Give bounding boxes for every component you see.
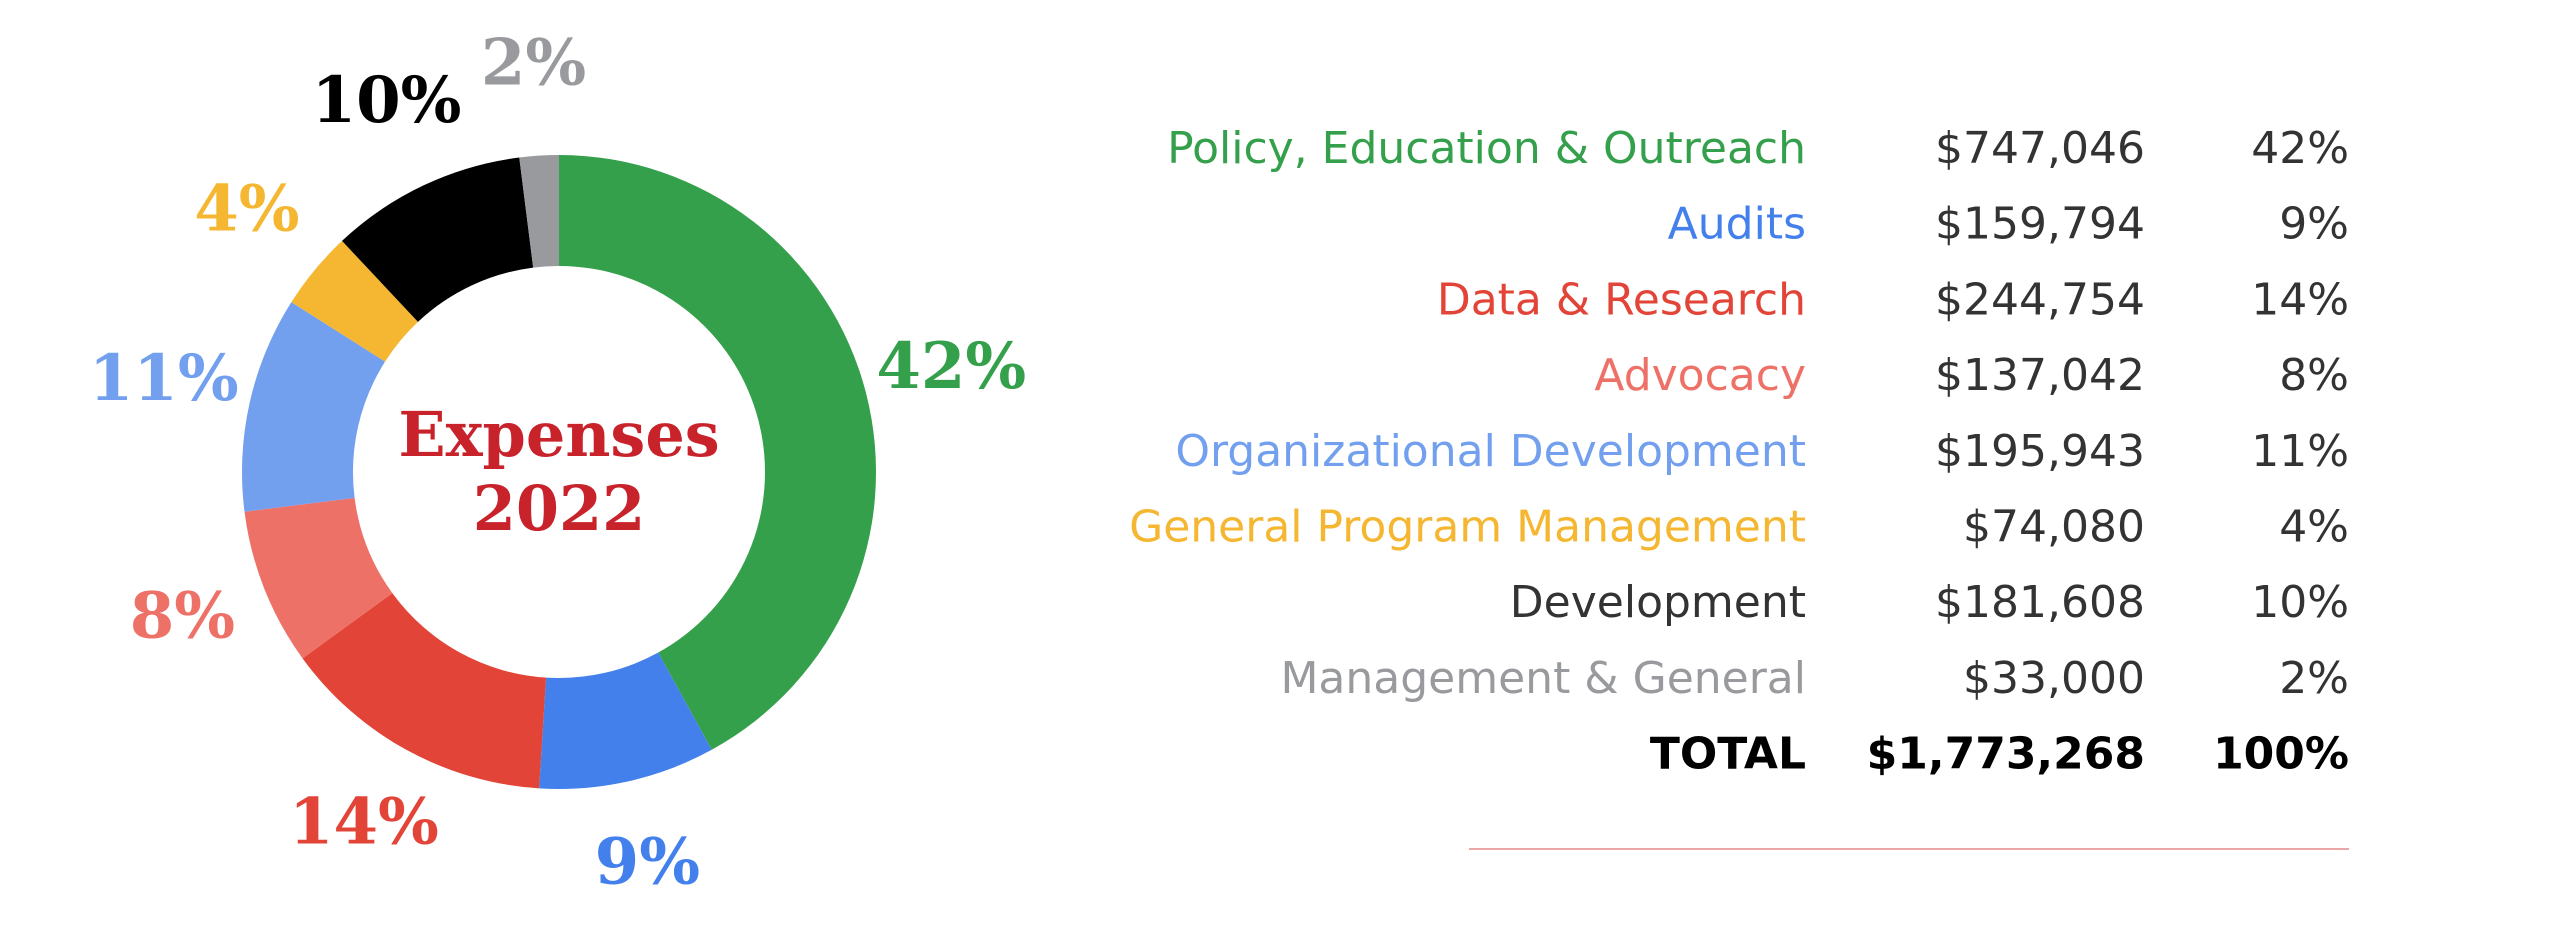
table-amount: $195,943 (1935, 426, 2145, 477)
table-percent: 9% (2279, 199, 2349, 250)
table-category: Organizational Development (1175, 426, 1806, 477)
total-name: TOTAL (1650, 729, 1806, 780)
table-category: Development (1510, 577, 1806, 628)
slice-label: 42% (876, 329, 1026, 404)
slice-label: 4% (194, 171, 299, 246)
donut-slice (242, 302, 386, 512)
table-category: Advocacy (1594, 350, 1806, 401)
table-percent: 4% (2279, 502, 2349, 553)
donut-slice (519, 155, 559, 268)
table-amount: $137,042 (1935, 350, 2145, 401)
donut-slice (559, 155, 877, 750)
table-percent: 11% (2251, 426, 2349, 477)
slice-label: 10% (312, 63, 462, 138)
chart-title: Expenses (398, 398, 719, 471)
table-percent: 2% (2279, 653, 2349, 704)
table-percent: 8% (2279, 350, 2349, 401)
table-category: Management & General (1280, 653, 1806, 704)
table-percent: 14% (2251, 274, 2349, 325)
table-amount: $181,608 (1935, 577, 2145, 628)
table-amount: $159,794 (1935, 199, 2145, 250)
chart-subtitle: 2022 (473, 472, 646, 545)
slice-label: 8% (130, 579, 235, 654)
donut-slice (341, 157, 534, 322)
table-category: General Program Management (1129, 502, 1806, 553)
donut-slice (244, 497, 393, 659)
slice-label: 9% (595, 825, 700, 900)
donut-slice (539, 652, 712, 789)
table-amount: $244,754 (1935, 274, 2145, 325)
table-percent: 10% (2251, 577, 2349, 628)
table-percent: 42% (2251, 123, 2349, 174)
total-percent: 100% (2213, 729, 2349, 780)
table-amount: $74,080 (1963, 502, 2145, 553)
total-amount: $1,773,268 (1867, 729, 2145, 780)
slice-label: 2% (481, 25, 586, 100)
table-amount: $33,000 (1963, 653, 2145, 704)
donut-slice (302, 593, 547, 789)
donut-slice (291, 240, 418, 362)
slice-label: 14% (289, 784, 439, 859)
slice-label: 11% (89, 341, 239, 416)
table-category: Audits (1668, 199, 1806, 250)
table-category: Policy, Education & Outreach (1167, 123, 1806, 174)
table-amount: $747,046 (1935, 123, 2145, 174)
table-category: Data & Research (1437, 274, 1806, 325)
